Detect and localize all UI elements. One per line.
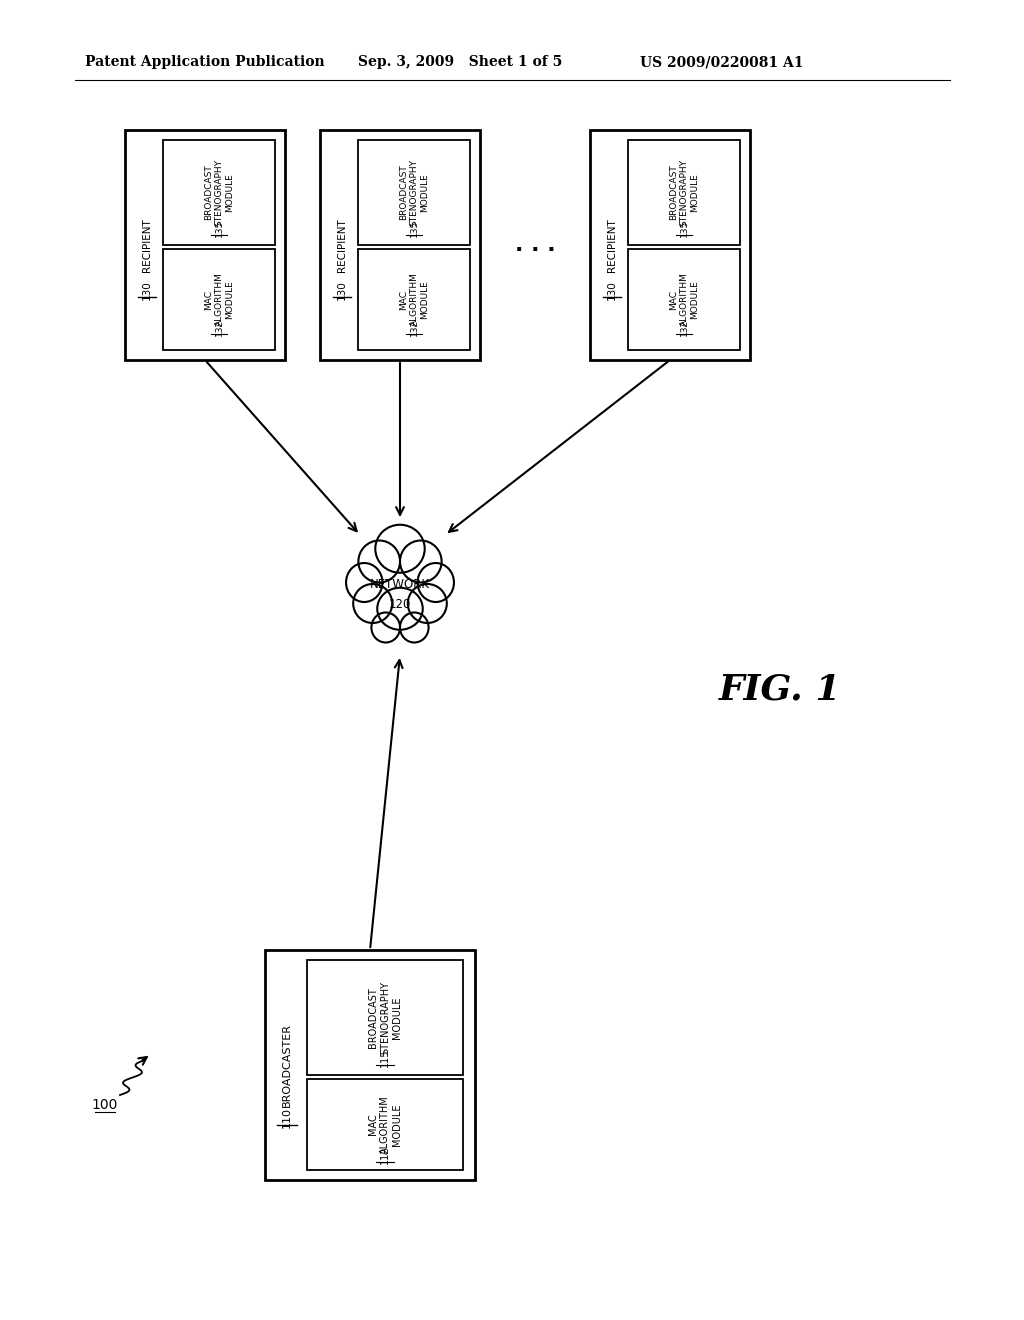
- Ellipse shape: [400, 612, 429, 643]
- Text: 135: 135: [680, 220, 688, 238]
- Text: FIG. 1: FIG. 1: [719, 673, 842, 708]
- Text: 130: 130: [607, 280, 617, 300]
- Ellipse shape: [358, 540, 400, 582]
- Text: NETWORK: NETWORK: [370, 578, 430, 591]
- Text: 120: 120: [389, 598, 412, 610]
- Text: 135: 135: [410, 220, 419, 238]
- Bar: [163, 140, 275, 246]
- Bar: [125, 129, 285, 360]
- Text: RECIPIENT: RECIPIENT: [142, 218, 152, 272]
- Ellipse shape: [346, 564, 382, 602]
- Bar: [265, 950, 475, 1180]
- Text: 135: 135: [214, 220, 223, 238]
- Ellipse shape: [376, 525, 425, 573]
- Text: . . .: . . .: [515, 235, 555, 255]
- Text: BROADCAST
STENOGRAPHY
MODULE: BROADCAST STENOGRAPHY MODULE: [399, 158, 429, 226]
- Text: BROADCASTER: BROADCASTER: [282, 1023, 292, 1107]
- Ellipse shape: [418, 564, 454, 602]
- Bar: [163, 249, 275, 350]
- Text: RECIPIENT: RECIPIENT: [607, 218, 617, 272]
- Bar: [358, 249, 470, 350]
- Text: MAC
ALGORITHM
MODULE: MAC ALGORITHM MODULE: [399, 272, 429, 326]
- Text: 110: 110: [282, 1106, 292, 1127]
- Text: 132: 132: [214, 319, 223, 337]
- Text: BROADCAST
STENOGRAPHY
MODULE: BROADCAST STENOGRAPHY MODULE: [369, 981, 401, 1053]
- Bar: [307, 960, 463, 1074]
- Text: RECIPIENT: RECIPIENT: [337, 218, 347, 272]
- Ellipse shape: [372, 612, 400, 643]
- Ellipse shape: [400, 540, 441, 582]
- Text: BROADCAST
STENOGRAPHY
MODULE: BROADCAST STENOGRAPHY MODULE: [669, 158, 699, 226]
- Text: BROADCAST
STENOGRAPHY
MODULE: BROADCAST STENOGRAPHY MODULE: [204, 158, 233, 226]
- Text: MAC
ALGORITHM
MODULE: MAC ALGORITHM MODULE: [369, 1096, 401, 1154]
- Ellipse shape: [408, 583, 446, 623]
- Text: MAC
ALGORITHM
MODULE: MAC ALGORITHM MODULE: [669, 272, 699, 326]
- Text: 130: 130: [142, 280, 152, 300]
- Bar: [358, 140, 470, 246]
- Bar: [307, 1078, 463, 1170]
- Ellipse shape: [353, 583, 392, 623]
- Bar: [628, 140, 740, 246]
- Text: MAC
ALGORITHM
MODULE: MAC ALGORITHM MODULE: [204, 272, 233, 326]
- Ellipse shape: [377, 587, 423, 630]
- Bar: [319, 129, 480, 360]
- Text: Patent Application Publication: Patent Application Publication: [85, 55, 325, 69]
- Text: 132: 132: [680, 319, 688, 337]
- Text: 112: 112: [380, 1146, 390, 1164]
- Bar: [590, 129, 750, 360]
- Bar: [628, 249, 740, 350]
- Text: 130: 130: [337, 280, 347, 300]
- Text: 132: 132: [410, 319, 419, 337]
- Text: US 2009/0220081 A1: US 2009/0220081 A1: [640, 55, 804, 69]
- Text: 115: 115: [380, 1048, 390, 1067]
- Text: 100: 100: [92, 1098, 118, 1111]
- Text: Sep. 3, 2009   Sheet 1 of 5: Sep. 3, 2009 Sheet 1 of 5: [358, 55, 562, 69]
